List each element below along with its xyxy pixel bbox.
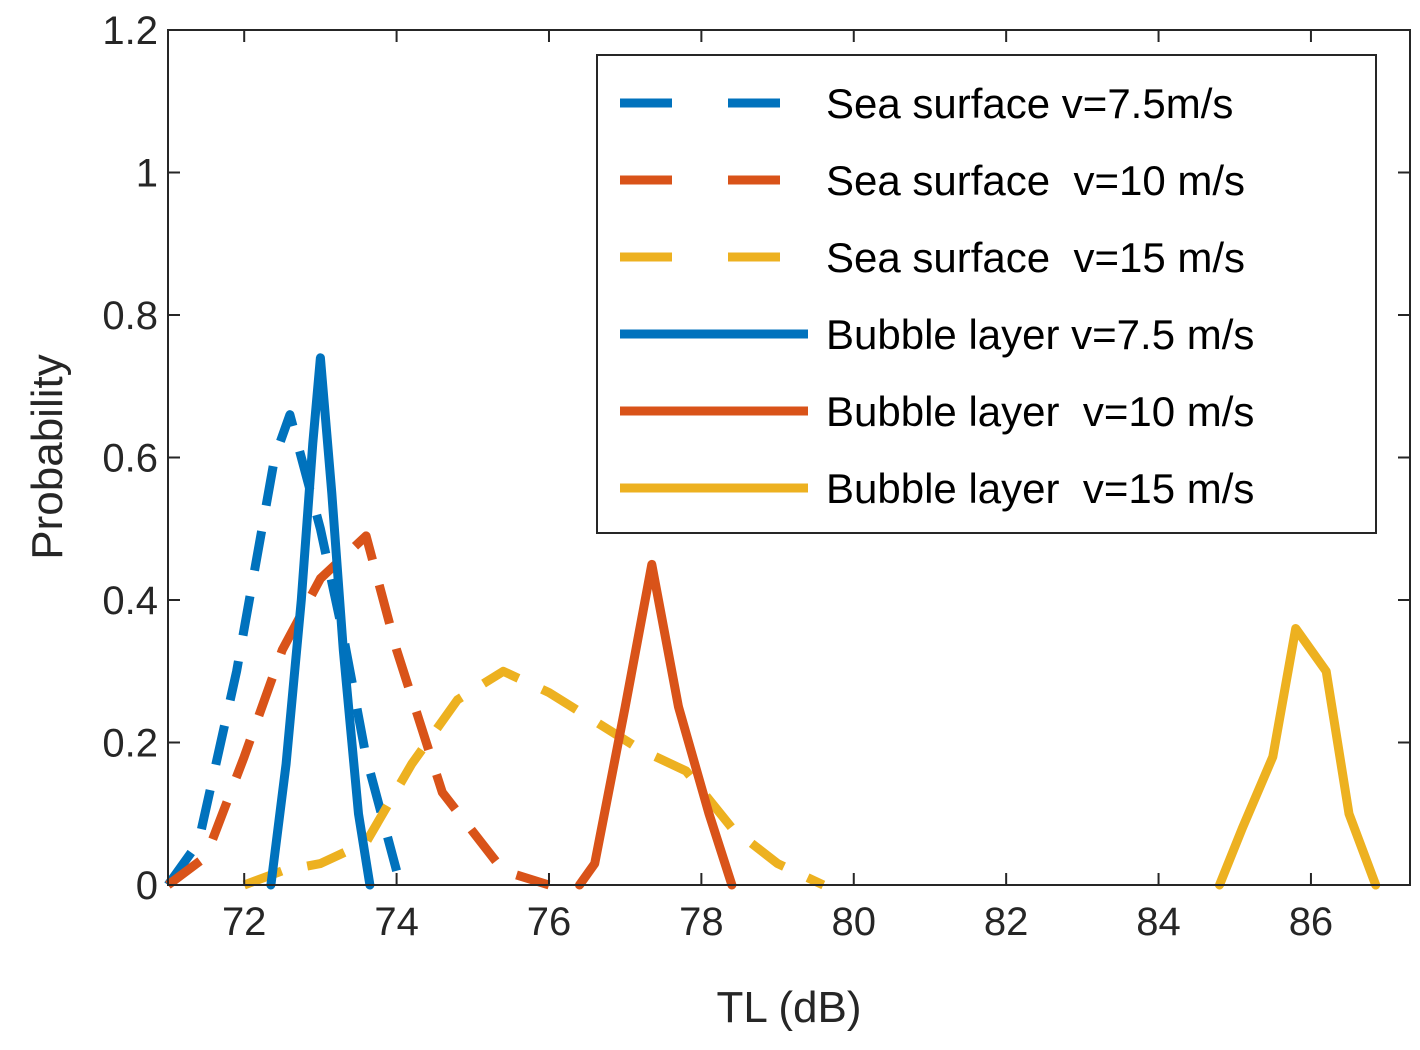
y-axis-label: Probability	[23, 354, 72, 559]
x-tick-label: 76	[527, 900, 572, 944]
ticks-layer: 72 74 76 78 80 82 84 86 0 0.2 0.4 0.6 0.8 1 1.2	[102, 9, 1410, 944]
y-tick-label: 0	[136, 864, 158, 908]
legend-label-0: Sea surface v=7.5m/s	[826, 80, 1233, 127]
x-tick-label: 84	[1136, 900, 1181, 944]
x-tick-label: 74	[374, 900, 419, 944]
x-tick-label: 78	[679, 900, 724, 944]
x-axis-label: TL (dB)	[716, 983, 861, 1032]
y-tick-label: 1	[136, 152, 158, 196]
y-tick-label: 0.6	[102, 437, 158, 481]
x-tick-label: 82	[984, 900, 1029, 944]
series-line-4	[575, 559, 737, 890]
x-tick-label: 86	[1289, 900, 1334, 944]
y-tick-label: 0.4	[102, 579, 158, 623]
series-line-1	[165, 531, 551, 890]
y-tick-label: 1.2	[102, 9, 158, 53]
legend: Sea surface v=7.5m/s Sea surface v=10 m/s…	[596, 54, 1377, 534]
y-tick-label: 0.8	[102, 294, 158, 338]
series-layer	[164, 353, 1381, 890]
series-line-2	[242, 666, 826, 890]
series-line-3	[266, 353, 375, 890]
legend-box	[596, 54, 1377, 534]
x-tick-label: 80	[832, 900, 877, 944]
y-tick-label: 0.2	[102, 722, 158, 766]
x-tick-label: 72	[222, 900, 267, 944]
legend-label-4: Bubble layer v=10 m/s	[826, 388, 1254, 435]
legend-label-3: Bubble layer v=7.5 m/s	[826, 311, 1254, 358]
series-line-5	[1215, 624, 1381, 890]
legend-label-2: Sea surface v=15 m/s	[826, 234, 1245, 281]
legend-label-1: Sea surface v=10 m/s	[826, 157, 1245, 204]
legend-label-5: Bubble layer v=15 m/s	[826, 465, 1254, 512]
series-line-0	[164, 410, 401, 888]
